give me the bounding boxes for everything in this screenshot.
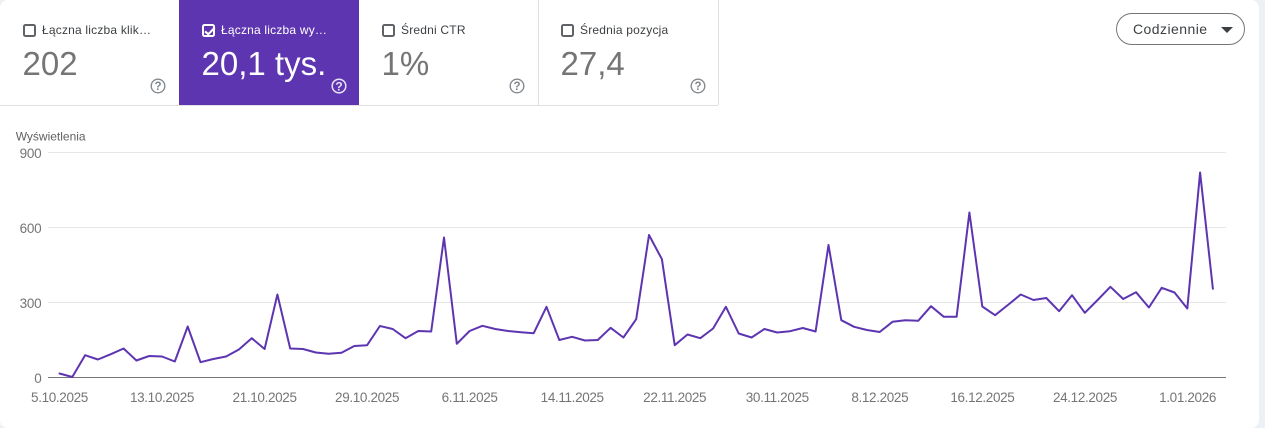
svg-text:5.10.2025: 5.10.2025	[31, 390, 88, 405]
svg-text:24.12.2025: 24.12.2025	[1053, 390, 1117, 405]
svg-text:1.01.2026: 1.01.2026	[1159, 390, 1216, 405]
svg-text:21.10.2025: 21.10.2025	[233, 390, 297, 405]
svg-text:?: ?	[513, 81, 520, 93]
svg-text:8.12.2025: 8.12.2025	[851, 390, 908, 405]
svg-text:6.11.2025: 6.11.2025	[442, 390, 498, 405]
svg-text:13.10.2025: 13.10.2025	[130, 390, 194, 405]
svg-text:300: 300	[20, 296, 42, 311]
svg-text:900: 900	[20, 146, 42, 161]
svg-text:16.12.2025: 16.12.2025	[950, 390, 1014, 405]
svg-text:?: ?	[335, 79, 342, 93]
svg-text:Wyświetlenia: Wyświetlenia	[16, 130, 86, 144]
svg-text:0: 0	[34, 371, 41, 386]
svg-text:?: ?	[154, 81, 161, 93]
svg-text:30.11.2025: 30.11.2025	[746, 390, 809, 405]
svg-text:22.11.2025: 22.11.2025	[643, 390, 706, 405]
svg-text:14.11.2025: 14.11.2025	[541, 390, 604, 405]
svg-text:?: ?	[694, 81, 701, 93]
svg-text:600: 600	[20, 221, 42, 236]
svg-text:29.10.2025: 29.10.2025	[335, 390, 399, 405]
